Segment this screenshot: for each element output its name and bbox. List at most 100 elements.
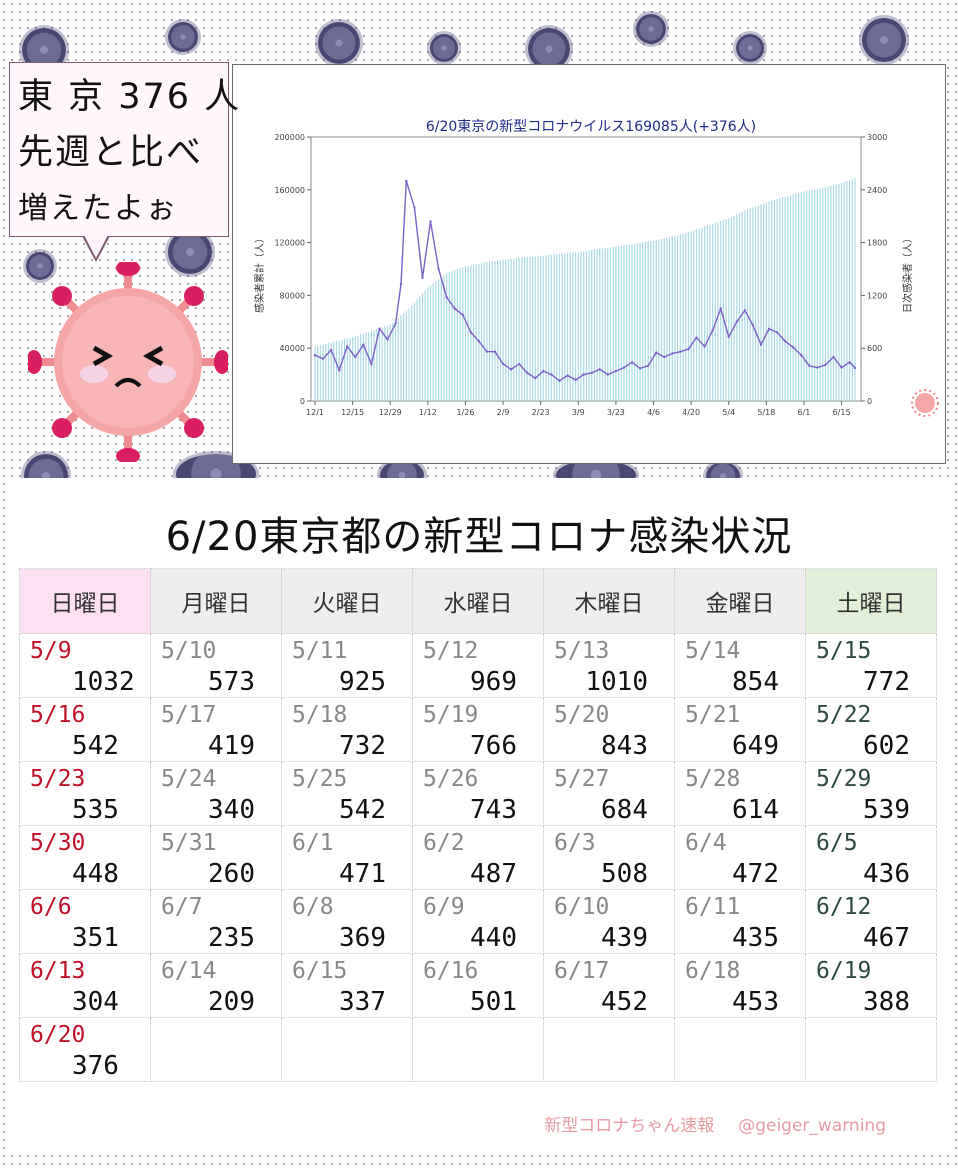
day-cell: 6/10 439 [543, 889, 675, 954]
y-tick-label: 200000 [274, 133, 305, 142]
cumulative-bar [462, 267, 464, 401]
cumulative-bar [333, 341, 335, 401]
daily-cases-point [501, 362, 505, 366]
cell-count: 1010 [585, 667, 648, 697]
cumulative-bar [360, 334, 362, 401]
daily-cases-point [646, 364, 650, 367]
cell-count: 439 [601, 923, 648, 953]
cell-date: 5/29 [816, 766, 872, 792]
cumulative-bar [620, 245, 622, 401]
cell-count: 452 [601, 987, 648, 1017]
day-cell: 6/4 472 [674, 825, 806, 890]
cumulative-bar [660, 238, 663, 401]
credit-name: 新型コロナちゃん速報 [544, 1116, 715, 1136]
table-title: 6/20東京都の新型コロナ感染状況 [165, 514, 793, 560]
daily-cases-point [558, 379, 561, 382]
daily-cases-point [824, 363, 827, 367]
cell-count: 925 [339, 667, 386, 697]
daily-cases-point [574, 378, 577, 382]
daily-cases-point [399, 282, 403, 286]
cumulative-bar [346, 338, 348, 401]
cumulative-bar [623, 245, 625, 401]
cell-date: 6/7 [161, 894, 203, 920]
x-tick-label: 12/15 [341, 408, 364, 417]
cumulative-bar [400, 315, 402, 401]
cumulative-bar [446, 272, 448, 401]
cell-date: 6/10 [554, 894, 610, 920]
cell-count: 732 [339, 731, 386, 761]
cumulative-bar [317, 346, 319, 401]
day-cell: 5/15 772 [805, 633, 937, 698]
cell-date: 5/20 [554, 702, 610, 728]
cell-count: 508 [601, 859, 648, 889]
day-cell: 6/12 467 [805, 889, 937, 954]
cell-count: 542 [339, 795, 386, 825]
y-tick-label: 120000 [274, 239, 305, 248]
cumulative-bar [685, 232, 687, 401]
header-thursday: 木曜日 [543, 568, 675, 634]
daily-cases-point [394, 322, 397, 325]
cumulative-bar [389, 324, 391, 401]
daily-cases-point [808, 364, 811, 367]
virus-icon [430, 34, 458, 62]
cumulative-bar [849, 179, 851, 401]
cell-date: 6/13 [30, 958, 86, 984]
day-cell: 5/21 649 [674, 697, 806, 762]
cumulative-bar [773, 199, 776, 401]
cumulative-bar [626, 245, 628, 401]
daily-cases-point [775, 331, 779, 334]
cell-date: 6/17 [554, 958, 610, 984]
cumulative-bar [771, 200, 773, 401]
daily-cases-point [542, 369, 545, 373]
cell-date: 6/16 [423, 958, 479, 984]
cumulative-bar [744, 210, 746, 401]
y-tick-label: 40000 [280, 344, 305, 353]
y2-tick-label: 2400 [867, 186, 887, 195]
cell-count: 766 [470, 731, 517, 761]
day-cell: 5/29 539 [805, 761, 937, 826]
daily-cases-point [469, 331, 473, 334]
cell-count: 340 [208, 795, 255, 825]
day-cell: 5/12 969 [412, 633, 544, 698]
cumulative-bar [435, 281, 437, 401]
cumulative-bar [421, 293, 424, 401]
cell-count: 376 [72, 1051, 119, 1081]
day-cell: 5/9 1032 [19, 633, 151, 698]
bubble-tail-inner [84, 235, 108, 258]
cell-date: 5/28 [685, 766, 741, 792]
cumulative-bar [534, 256, 536, 401]
cumulative-bar [572, 252, 574, 401]
status-table-panel: 6/20東京都の新型コロナ感染状況 日曜日 月曜日 火曜日 水曜日 木曜日 金曜… [8, 478, 950, 1150]
cell-date: 5/21 [685, 702, 741, 728]
cell-date: 5/9 [30, 638, 72, 664]
daily-cases-point [614, 369, 618, 373]
daily-cases-point [329, 348, 333, 352]
cumulative-bar [736, 214, 738, 401]
x-tick-label: 1/12 [419, 408, 437, 417]
table-row: 6/13 304 6/14 209 6/15 337 6/16 501 6/17 452 6/18 4… [19, 953, 937, 1018]
cumulative-bar [738, 213, 741, 401]
header-wednesday: 水曜日 [412, 568, 544, 634]
daily-cases-point [622, 366, 626, 369]
y-tick-label: 160000 [274, 186, 305, 195]
cell-date: 5/17 [161, 702, 217, 728]
cumulative-bar [558, 253, 561, 401]
day-cell [543, 1017, 675, 1082]
cumulative-bar [800, 192, 802, 401]
cell-date: 6/11 [685, 894, 741, 920]
virus-icon [318, 22, 360, 64]
cumulative-bar [824, 187, 827, 401]
day-cell: 5/13 1010 [543, 633, 675, 698]
cumulative-bar [413, 302, 416, 401]
daily-cases-point [687, 347, 690, 351]
cumulative-bar [378, 328, 381, 401]
daily-cases-point [582, 373, 585, 376]
credit-handle: @geiger_warning [738, 1116, 886, 1136]
cumulative-bar [601, 248, 604, 401]
day-cell: 5/24 340 [150, 761, 282, 826]
cumulative-bar [384, 326, 386, 401]
daily-cases-point [671, 352, 674, 355]
day-cell: 5/23 535 [19, 761, 151, 826]
cumulative-bar [416, 299, 418, 401]
cumulative-bar [636, 243, 638, 401]
